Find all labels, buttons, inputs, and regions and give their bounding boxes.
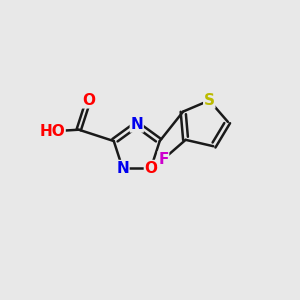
Text: O: O (82, 93, 95, 108)
Text: HO: HO (39, 124, 65, 139)
Text: O: O (144, 160, 158, 175)
Text: N: N (116, 160, 129, 175)
Text: N: N (130, 117, 143, 132)
Text: F: F (158, 152, 169, 167)
Text: S: S (204, 93, 215, 108)
